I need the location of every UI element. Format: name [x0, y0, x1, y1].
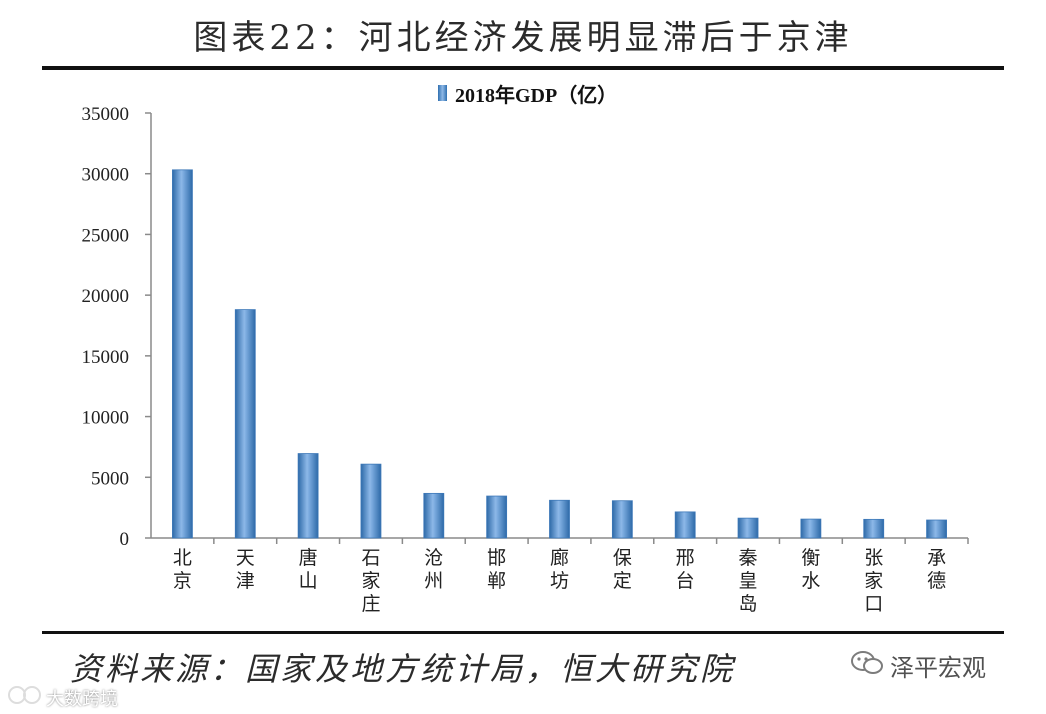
bar-2: [297, 453, 319, 539]
watermark-right: 泽平宏观: [850, 648, 986, 683]
legend-label: 2018年GDP（亿）: [455, 84, 618, 107]
bar-11: [863, 518, 885, 539]
category-label: 邢台: [676, 547, 695, 592]
logo-icon: [8, 684, 42, 711]
bar-9: [737, 517, 759, 539]
category-label: 衡水: [801, 547, 820, 592]
bar-12: [926, 519, 947, 539]
legend: 2018年GDP（亿）: [438, 80, 618, 107]
category-label: 沧州: [424, 547, 443, 592]
category-label: 张家口: [864, 547, 883, 615]
y-tick-label: 20000: [82, 286, 130, 307]
bar-8: [674, 511, 696, 539]
y-tick-label: 35000: [82, 104, 130, 125]
bar-0: [172, 169, 193, 539]
category-label: 北京: [173, 547, 192, 592]
bottom-rule: [42, 631, 1004, 634]
y-tick-label: 30000: [82, 165, 130, 186]
source-note: 资料来源：国家及地方统计局，恒大研究院: [70, 650, 736, 688]
category-label: 邯郸: [487, 547, 506, 592]
bar-6: [549, 499, 570, 539]
bar-7: [611, 500, 633, 539]
bar-3: [360, 463, 382, 539]
y-tick-label: 15000: [82, 347, 130, 368]
chart-title: 图表22：河北经济发展明显滞后于京津: [193, 18, 853, 58]
category-label: 石家庄: [361, 547, 380, 615]
watermark-left-text: 大数跨境: [46, 688, 118, 710]
category-label: 天津: [236, 547, 255, 592]
y-tick-label: 25000: [82, 225, 130, 246]
category-label: 秦皇岛: [739, 547, 758, 615]
y-tick-label: 10000: [82, 408, 130, 429]
watermark-left: 大数跨境: [8, 684, 118, 711]
bar-10: [800, 518, 822, 539]
category-label: 承德: [927, 547, 946, 592]
top-rule: [42, 66, 1004, 70]
wechat-icon: [850, 649, 884, 683]
bar-5: [486, 495, 508, 539]
y-tick-label: 0: [120, 529, 130, 550]
category-label: 廊坊: [550, 547, 569, 592]
watermark-right-text: 泽平宏观: [890, 654, 986, 682]
bar-1: [234, 309, 256, 539]
legend-swatch: [438, 85, 447, 101]
y-tick-label: 5000: [91, 468, 129, 489]
category-label: 保定: [613, 547, 632, 592]
category-label: 唐山: [299, 547, 318, 592]
bar-4: [423, 492, 445, 539]
